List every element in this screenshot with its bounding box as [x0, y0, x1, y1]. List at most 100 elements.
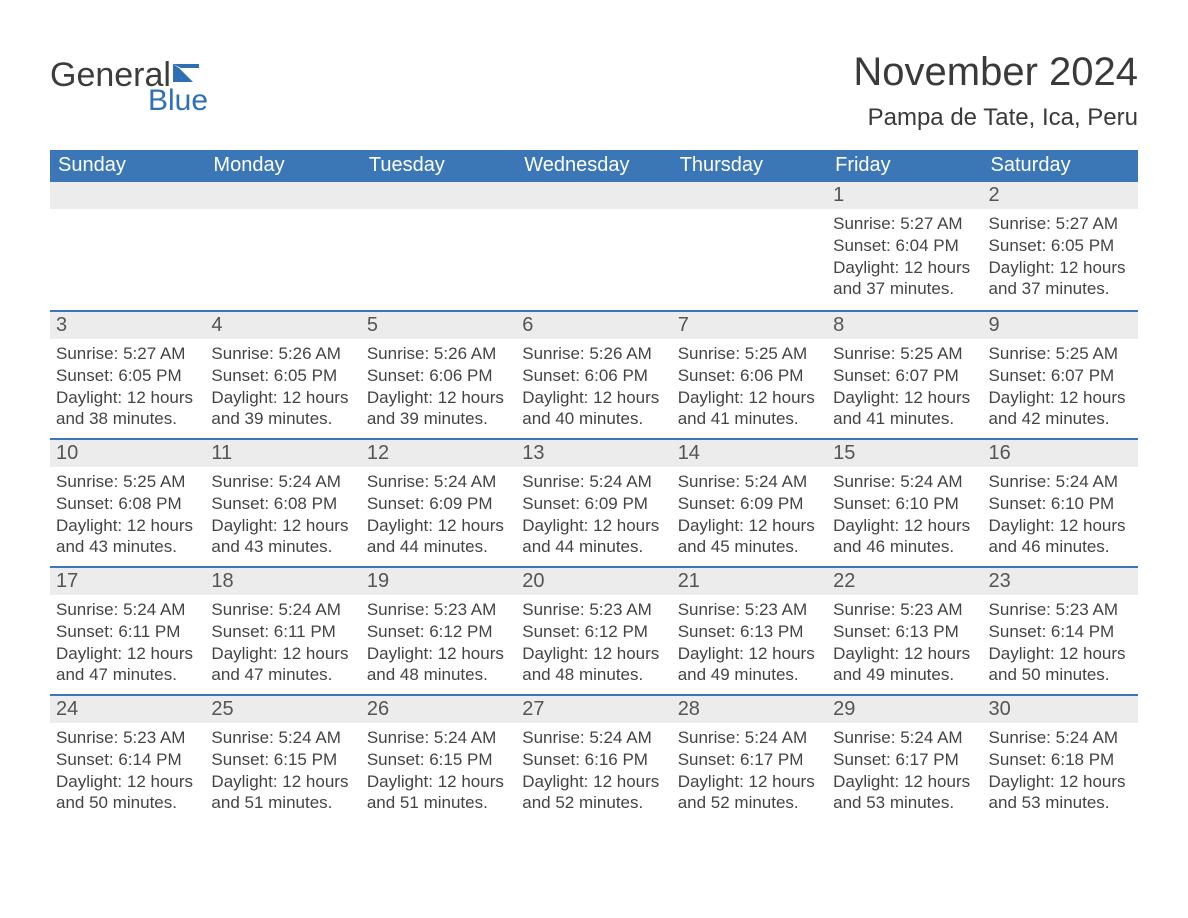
sunset-text: Sunset: 6:16 PM — [522, 749, 665, 771]
day-info: Sunrise: 5:24 AMSunset: 6:08 PMDaylight:… — [205, 467, 360, 564]
day-info: Sunrise: 5:26 AMSunset: 6:06 PMDaylight:… — [516, 339, 671, 436]
day-info: Sunrise: 5:27 AMSunset: 6:04 PMDaylight:… — [827, 209, 982, 306]
sunset-text: Sunset: 6:15 PM — [211, 749, 354, 771]
day-number: 15 — [827, 440, 982, 467]
sunrise-text: Sunrise: 5:24 AM — [522, 471, 665, 493]
sunset-text: Sunset: 6:06 PM — [522, 365, 665, 387]
daylight-text: Daylight: 12 hours and 51 minutes. — [211, 771, 354, 815]
daylight-text: Daylight: 12 hours and 41 minutes. — [833, 387, 976, 431]
sunset-text: Sunset: 6:11 PM — [211, 621, 354, 643]
logo-flag-icon — [173, 58, 207, 92]
daylight-text: Daylight: 12 hours and 42 minutes. — [989, 387, 1132, 431]
sunset-text: Sunset: 6:05 PM — [989, 235, 1132, 257]
day-number — [516, 182, 671, 209]
sunset-text: Sunset: 6:06 PM — [367, 365, 510, 387]
daylight-text: Daylight: 12 hours and 48 minutes. — [367, 643, 510, 687]
daylight-text: Daylight: 12 hours and 45 minutes. — [678, 515, 821, 559]
day-cell: 21 Sunrise: 5:23 AMSunset: 6:13 PMDayligh… — [672, 568, 827, 694]
sunrise-text: Sunrise: 5:24 AM — [211, 599, 354, 621]
day-cell: 27Sunrise: 5:24 AMSunset: 6:16 PMDayligh… — [516, 696, 671, 822]
location: Pampa de Tate, Ica, Peru — [853, 104, 1138, 132]
daylight-text: Daylight: 12 hours and 50 minutes. — [989, 643, 1132, 687]
sunrise-text: Sunrise: 5:23 AM — [522, 599, 665, 621]
daylight-text: Daylight: 12 hours and 43 minutes. — [56, 515, 199, 559]
logo-word1: General — [50, 56, 171, 94]
day-number — [205, 182, 360, 209]
day-info: Sunrise: 5:27 AMSunset: 6:05 PMDaylight:… — [50, 339, 205, 436]
daylight-text: Daylight: 12 hours and 47 minutes. — [211, 643, 354, 687]
week-row: 17Sunrise: 5:24 AMSunset: 6:11 PMDayligh… — [50, 566, 1138, 694]
sunrise-text: Sunrise: 5:24 AM — [211, 727, 354, 749]
daylight-text: Daylight: 12 hours and 50 minutes. — [56, 771, 199, 815]
weekday-header: Sunday — [50, 150, 205, 182]
day-info: Sunrise: 5:24 AMSunset: 6:16 PMDaylight:… — [516, 723, 671, 820]
day-number: 3 — [50, 312, 205, 339]
day-cell: 1Sunrise: 5:27 AMSunset: 6:04 PMDaylight… — [827, 182, 982, 310]
day-info: Sunrise: 5:24 AMSunset: 6:10 PMDaylight:… — [827, 467, 982, 564]
daylight-text: Daylight: 12 hours and 52 minutes. — [678, 771, 821, 815]
sunset-text: Sunset: 6:13 PM — [833, 621, 976, 643]
sunset-text: Sunset: 6:12 PM — [367, 621, 510, 643]
sunrise-text: Sunrise: 5:27 AM — [989, 213, 1132, 235]
sunset-text: Sunset: 6:14 PM — [56, 749, 199, 771]
day-number: 12 — [361, 440, 516, 467]
daylight-text: Daylight: 12 hours and 49 minutes. — [833, 643, 976, 687]
day-info: Sunrise: 5:25 AMSunset: 6:08 PMDaylight:… — [50, 467, 205, 564]
day-cell: 9Sunrise: 5:25 AMSunset: 6:07 PMDaylight… — [983, 312, 1138, 438]
daylight-text: Daylight: 12 hours and 44 minutes. — [522, 515, 665, 559]
sunrise-text: Sunrise: 5:25 AM — [833, 343, 976, 365]
day-info: Sunrise: 5:24 AMSunset: 6:09 PMDaylight:… — [516, 467, 671, 564]
day-cell: 14Sunrise: 5:24 AMSunset: 6:09 PMDayligh… — [672, 440, 827, 566]
sunrise-text: Sunrise: 5:24 AM — [678, 471, 821, 493]
day-cell: 20Sunrise: 5:23 AMSunset: 6:12 PMDayligh… — [516, 568, 671, 694]
day-info: Sunrise: 5:23 AMSunset: 6:12 PMDaylight:… — [516, 595, 671, 692]
month-title: November 2024 — [853, 50, 1138, 94]
day-number: 7 — [672, 312, 827, 339]
sunrise-text: Sunrise: 5:26 AM — [211, 343, 354, 365]
day-number: 25 — [205, 696, 360, 723]
sunrise-text: Sunrise: 5:23 AM — [989, 599, 1132, 621]
daylight-text: Daylight: 12 hours and 49 minutes. — [678, 643, 821, 687]
title-block: November 2024 Pampa de Tate, Ica, Peru — [853, 50, 1138, 132]
weekday-header: Tuesday — [361, 150, 516, 182]
day-number: 13 — [516, 440, 671, 467]
day-number: 8 — [827, 312, 982, 339]
sunrise-text: Sunrise: 5:23 AM — [833, 599, 976, 621]
sunrise-text: Sunrise: 5:24 AM — [522, 727, 665, 749]
sunset-text: Sunset: 6:15 PM — [367, 749, 510, 771]
weekday-header: Monday — [205, 150, 360, 182]
day-number: 9 — [983, 312, 1138, 339]
day-cell: 22 Sunrise: 5:23 AMSunset: 6:13 PMDayligh… — [827, 568, 982, 694]
sunrise-text: Sunrise: 5:23 AM — [367, 599, 510, 621]
sunset-text: Sunset: 6:13 PM — [678, 621, 821, 643]
sunset-text: Sunset: 6:12 PM — [522, 621, 665, 643]
logo-line1: General — [50, 58, 207, 92]
day-info: Sunrise: 5:25 AMSunset: 6:07 PMDaylight:… — [827, 339, 982, 436]
day-cell: 23Sunrise: 5:23 AMSunset: 6:14 PMDayligh… — [983, 568, 1138, 694]
day-cell: 28Sunrise: 5:24 AMSunset: 6:17 PMDayligh… — [672, 696, 827, 822]
day-number: 5 — [361, 312, 516, 339]
day-number — [50, 182, 205, 209]
day-cell: 8Sunrise: 5:25 AMSunset: 6:07 PMDaylight… — [827, 312, 982, 438]
day-info: Sunrise: 5:24 AMSunset: 6:10 PMDaylight:… — [983, 467, 1138, 564]
day-number: 21 — [672, 568, 827, 595]
daylight-text: Daylight: 12 hours and 39 minutes. — [211, 387, 354, 431]
sunrise-text: Sunrise: 5:24 AM — [211, 471, 354, 493]
weekday-header-row: Sunday Monday Tuesday Wednesday Thursday… — [50, 150, 1138, 182]
day-cell: 12Sunrise: 5:24 AMSunset: 6:09 PMDayligh… — [361, 440, 516, 566]
sunrise-text: Sunrise: 5:23 AM — [678, 599, 821, 621]
day-number: 1 — [827, 182, 982, 209]
daylight-text: Daylight: 12 hours and 51 minutes. — [367, 771, 510, 815]
day-cell: 6Sunrise: 5:26 AMSunset: 6:06 PMDaylight… — [516, 312, 671, 438]
week-row: 24Sunrise: 5:23 AMSunset: 6:14 PMDayligh… — [50, 694, 1138, 822]
day-info: Sunrise: 5:24 AMSunset: 6:15 PMDaylight:… — [361, 723, 516, 820]
daylight-text: Daylight: 12 hours and 40 minutes. — [522, 387, 665, 431]
daylight-text: Daylight: 12 hours and 39 minutes. — [367, 387, 510, 431]
day-number: 22 — [827, 568, 982, 595]
daylight-text: Daylight: 12 hours and 52 minutes. — [522, 771, 665, 815]
sunset-text: Sunset: 6:06 PM — [678, 365, 821, 387]
day-cell: 7Sunrise: 5:25 AMSunset: 6:06 PMDaylight… — [672, 312, 827, 438]
day-info: Sunrise: 5:24 AMSunset: 6:09 PMDaylight:… — [672, 467, 827, 564]
day-info: Sunrise: 5:27 AMSunset: 6:05 PMDaylight:… — [983, 209, 1138, 306]
weekday-header: Wednesday — [516, 150, 671, 182]
